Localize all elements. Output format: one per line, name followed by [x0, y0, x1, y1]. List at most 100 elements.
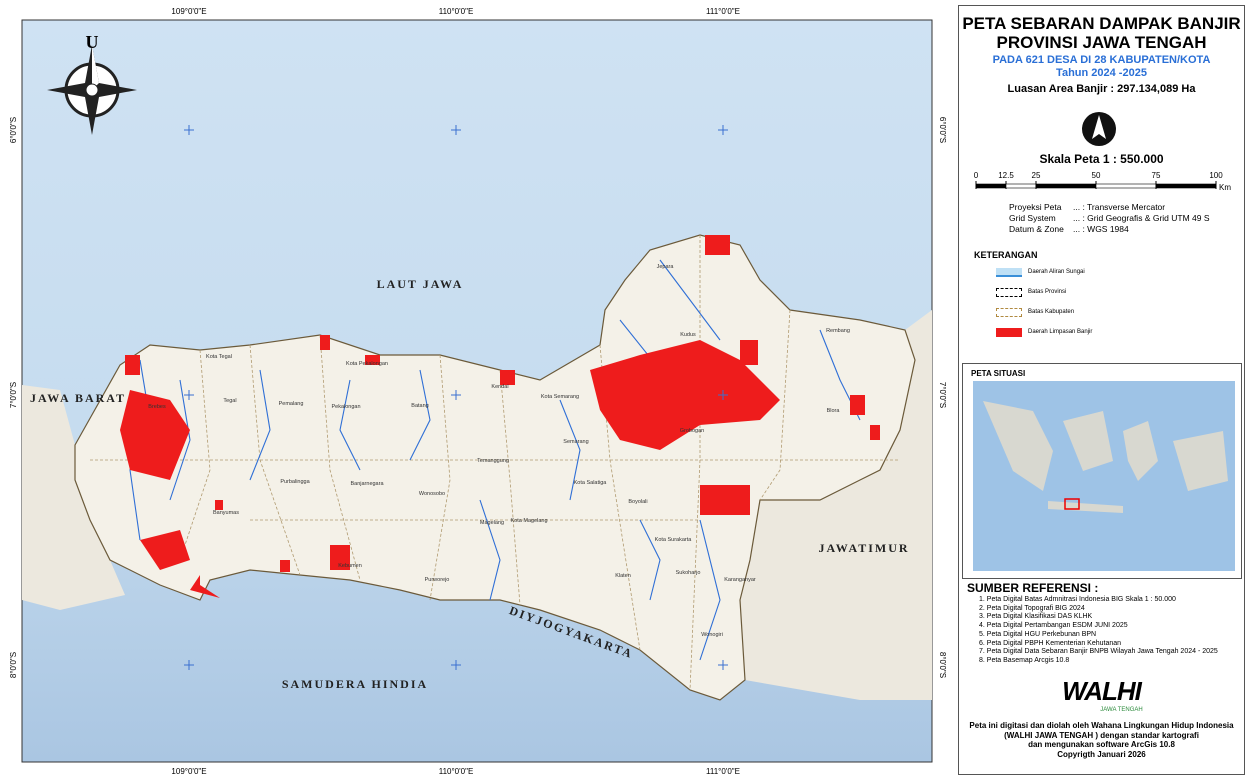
scale-tick-label: 25	[1032, 171, 1041, 180]
projection-row: Datum & Zone ... : WGS 1984	[1009, 224, 1210, 235]
district-label: Kota Salatiga	[574, 480, 608, 486]
projection-row: Proyeksi Peta ... : Transverse Mercator	[1009, 202, 1210, 213]
subtitle: Tahun 2024 -2025	[1056, 67, 1147, 79]
projection-value: ... : Transverse Mercator	[1073, 202, 1166, 212]
district-label: Purbalingga	[280, 479, 310, 485]
inset-title: PETA SITUASI	[971, 369, 1026, 378]
west-java	[22, 385, 125, 610]
longitude-label: 109°0'0"E	[171, 7, 206, 16]
scale-tick-label: 75	[1152, 171, 1161, 180]
longitude-label: 110°0'0"E	[439, 7, 474, 16]
reference-item: 3. Peta Digital Klasifikasi DAS KLHK	[979, 613, 1093, 621]
district-borders	[90, 235, 900, 691]
reference-item: 8. Peta Basemap Arcgis 10.8	[979, 656, 1070, 664]
projection-row: Grid System ... : Grid Geografis & Grid U…	[1009, 213, 1210, 224]
reference-item: 4. Peta Digital Pertambangan ESDM JUNI 2…	[979, 622, 1128, 630]
district-label: Kota Semarang	[541, 394, 579, 400]
district-label: Karanganyar	[724, 577, 756, 583]
district-label: Rembang	[826, 328, 850, 334]
east-java	[740, 310, 932, 700]
legend-label: Daerah Aliran Sungai	[1028, 269, 1085, 275]
latitude-label: 6°0'0"S	[938, 117, 947, 143]
map: U 109°0'0"E 109°0'0"E 6°0'0"S 6°0'0"S 110°0'…	[9, 7, 947, 776]
scale-bar: 0 12.5 25 50 75 100 Km	[974, 171, 1232, 192]
latitude-label: 8°0'0"S	[938, 652, 947, 678]
graticule-cross	[184, 125, 194, 135]
district-label: Purworejo	[425, 577, 450, 583]
district-label: Boyolali	[628, 499, 647, 505]
footer: Peta ini digitasi dan diolah oleh Wahana…	[959, 721, 1244, 759]
graticule-cross	[718, 660, 728, 670]
longitude-label: 111°0'0"E	[706, 767, 740, 776]
district-label: Blora	[827, 408, 841, 414]
area: Luasan Area Banjir : 297.134,089 Ha	[1007, 83, 1196, 95]
reference-item: 6. Peta Digital PBPH Kementerian Kehutan…	[979, 639, 1122, 647]
district-label: Banyumas	[213, 510, 239, 516]
references-title: SUMBER REFERENSI :	[967, 581, 1099, 595]
scale-segment	[1005, 183, 1037, 189]
title: PETA SEBARAN DAMPAK BANJIR	[962, 14, 1241, 33]
district-label: Jepara	[657, 264, 675, 270]
projection-key: Grid System	[1009, 213, 1056, 223]
compass	[47, 45, 137, 135]
scale-tick-label: 12.5	[998, 171, 1014, 180]
footer-line: (WALHI JAWA TENGAH ) dengan standar kart…	[1004, 730, 1199, 740]
district-label: Pemalang	[279, 401, 304, 407]
reference-item: 2. Peta Digital Topografi BIG 2024	[979, 604, 1085, 612]
scale-segment	[1095, 183, 1157, 189]
reference-item: 1. Peta Digital Batas Admnitrasi Indones…	[979, 596, 1176, 603]
projection-value: ... : Grid Geografis & Grid UTM 49 S	[1073, 213, 1210, 223]
latitude-label: 7°0'0"S	[938, 382, 947, 408]
district-label: Wonogiri	[701, 632, 723, 638]
scale-unit: Km	[1219, 183, 1231, 192]
projection-value: ... : WGS 1984	[1073, 224, 1129, 234]
district-label: Kota Pekalongan	[346, 361, 388, 367]
latitude-label: 6°0'0"S	[9, 117, 18, 143]
projection: Proyeksi Peta... : Transverse Mercator Gr…	[1009, 202, 1210, 235]
latitude-label: 7°0'0"S	[9, 382, 18, 408]
district-label: Batang	[411, 403, 428, 409]
projection-key: Proyeksi Peta	[1009, 202, 1062, 212]
district-label: Wonosobo	[419, 491, 445, 497]
reference-item: 5. Peta Digital HGU Perkebunan BPN	[979, 630, 1097, 638]
legend-swatch	[996, 288, 1022, 297]
district-label: Grobogan	[680, 428, 704, 434]
inset-map	[973, 381, 1235, 571]
legend-panel: PETA SEBARAN DAMPAK BANJIR PROVINSI JAWA…	[958, 5, 1245, 775]
scale-tick-label: 100	[1209, 171, 1223, 180]
footer-line: Copyrigth Januari 2026	[1057, 749, 1146, 759]
legend-swatch	[996, 308, 1022, 317]
district-label: Kendal	[491, 384, 508, 390]
district-label: Brebes	[148, 404, 166, 410]
region-label: JAWA BARAT	[30, 391, 126, 405]
longitude-label: 109°0'0"E	[171, 767, 206, 776]
footer-line: dan mengunakan software ArcGis 10.8	[1028, 740, 1175, 749]
region-label: LAUT JAWA	[377, 277, 464, 291]
logo-sub: JAWA TENGAH	[1100, 707, 1143, 713]
longitude-label: 111°0'0"E	[706, 7, 740, 16]
subtitle: PADA 621 DESA DI 28 KABUPATEN/KOTA	[992, 54, 1211, 66]
scale-tick-label: 0	[974, 171, 979, 180]
inset-frame: PETA SITUASI	[962, 363, 1242, 579]
graticule-cross	[184, 660, 194, 670]
region-label: SAMUDERA HINDIA	[282, 677, 428, 691]
scale-segment	[975, 183, 1007, 189]
district-label: Banjarnegara	[350, 481, 384, 487]
legend-swatch	[996, 268, 1022, 277]
district-label: Kota Surakarta	[655, 537, 693, 543]
district-label: Kota Magelang	[511, 518, 548, 524]
title: PROVINSI JAWA TENGAH	[996, 33, 1207, 52]
district-label: Magelang	[480, 520, 504, 526]
latitude-label: 8°0'0"S	[9, 652, 18, 678]
legend-label: Batas Kabupaten	[1028, 309, 1075, 315]
graticule-cross	[451, 660, 461, 670]
graticule-cross	[184, 390, 194, 400]
scale-tick-label: 50	[1092, 171, 1101, 180]
legend-label: Batas Provinsi	[1028, 289, 1067, 295]
district-label: Klaten	[615, 573, 631, 579]
projection-key: Datum & Zone	[1009, 224, 1064, 234]
district-label: Pekalongan	[331, 404, 360, 410]
district-label: Sukoharjo	[676, 570, 701, 576]
